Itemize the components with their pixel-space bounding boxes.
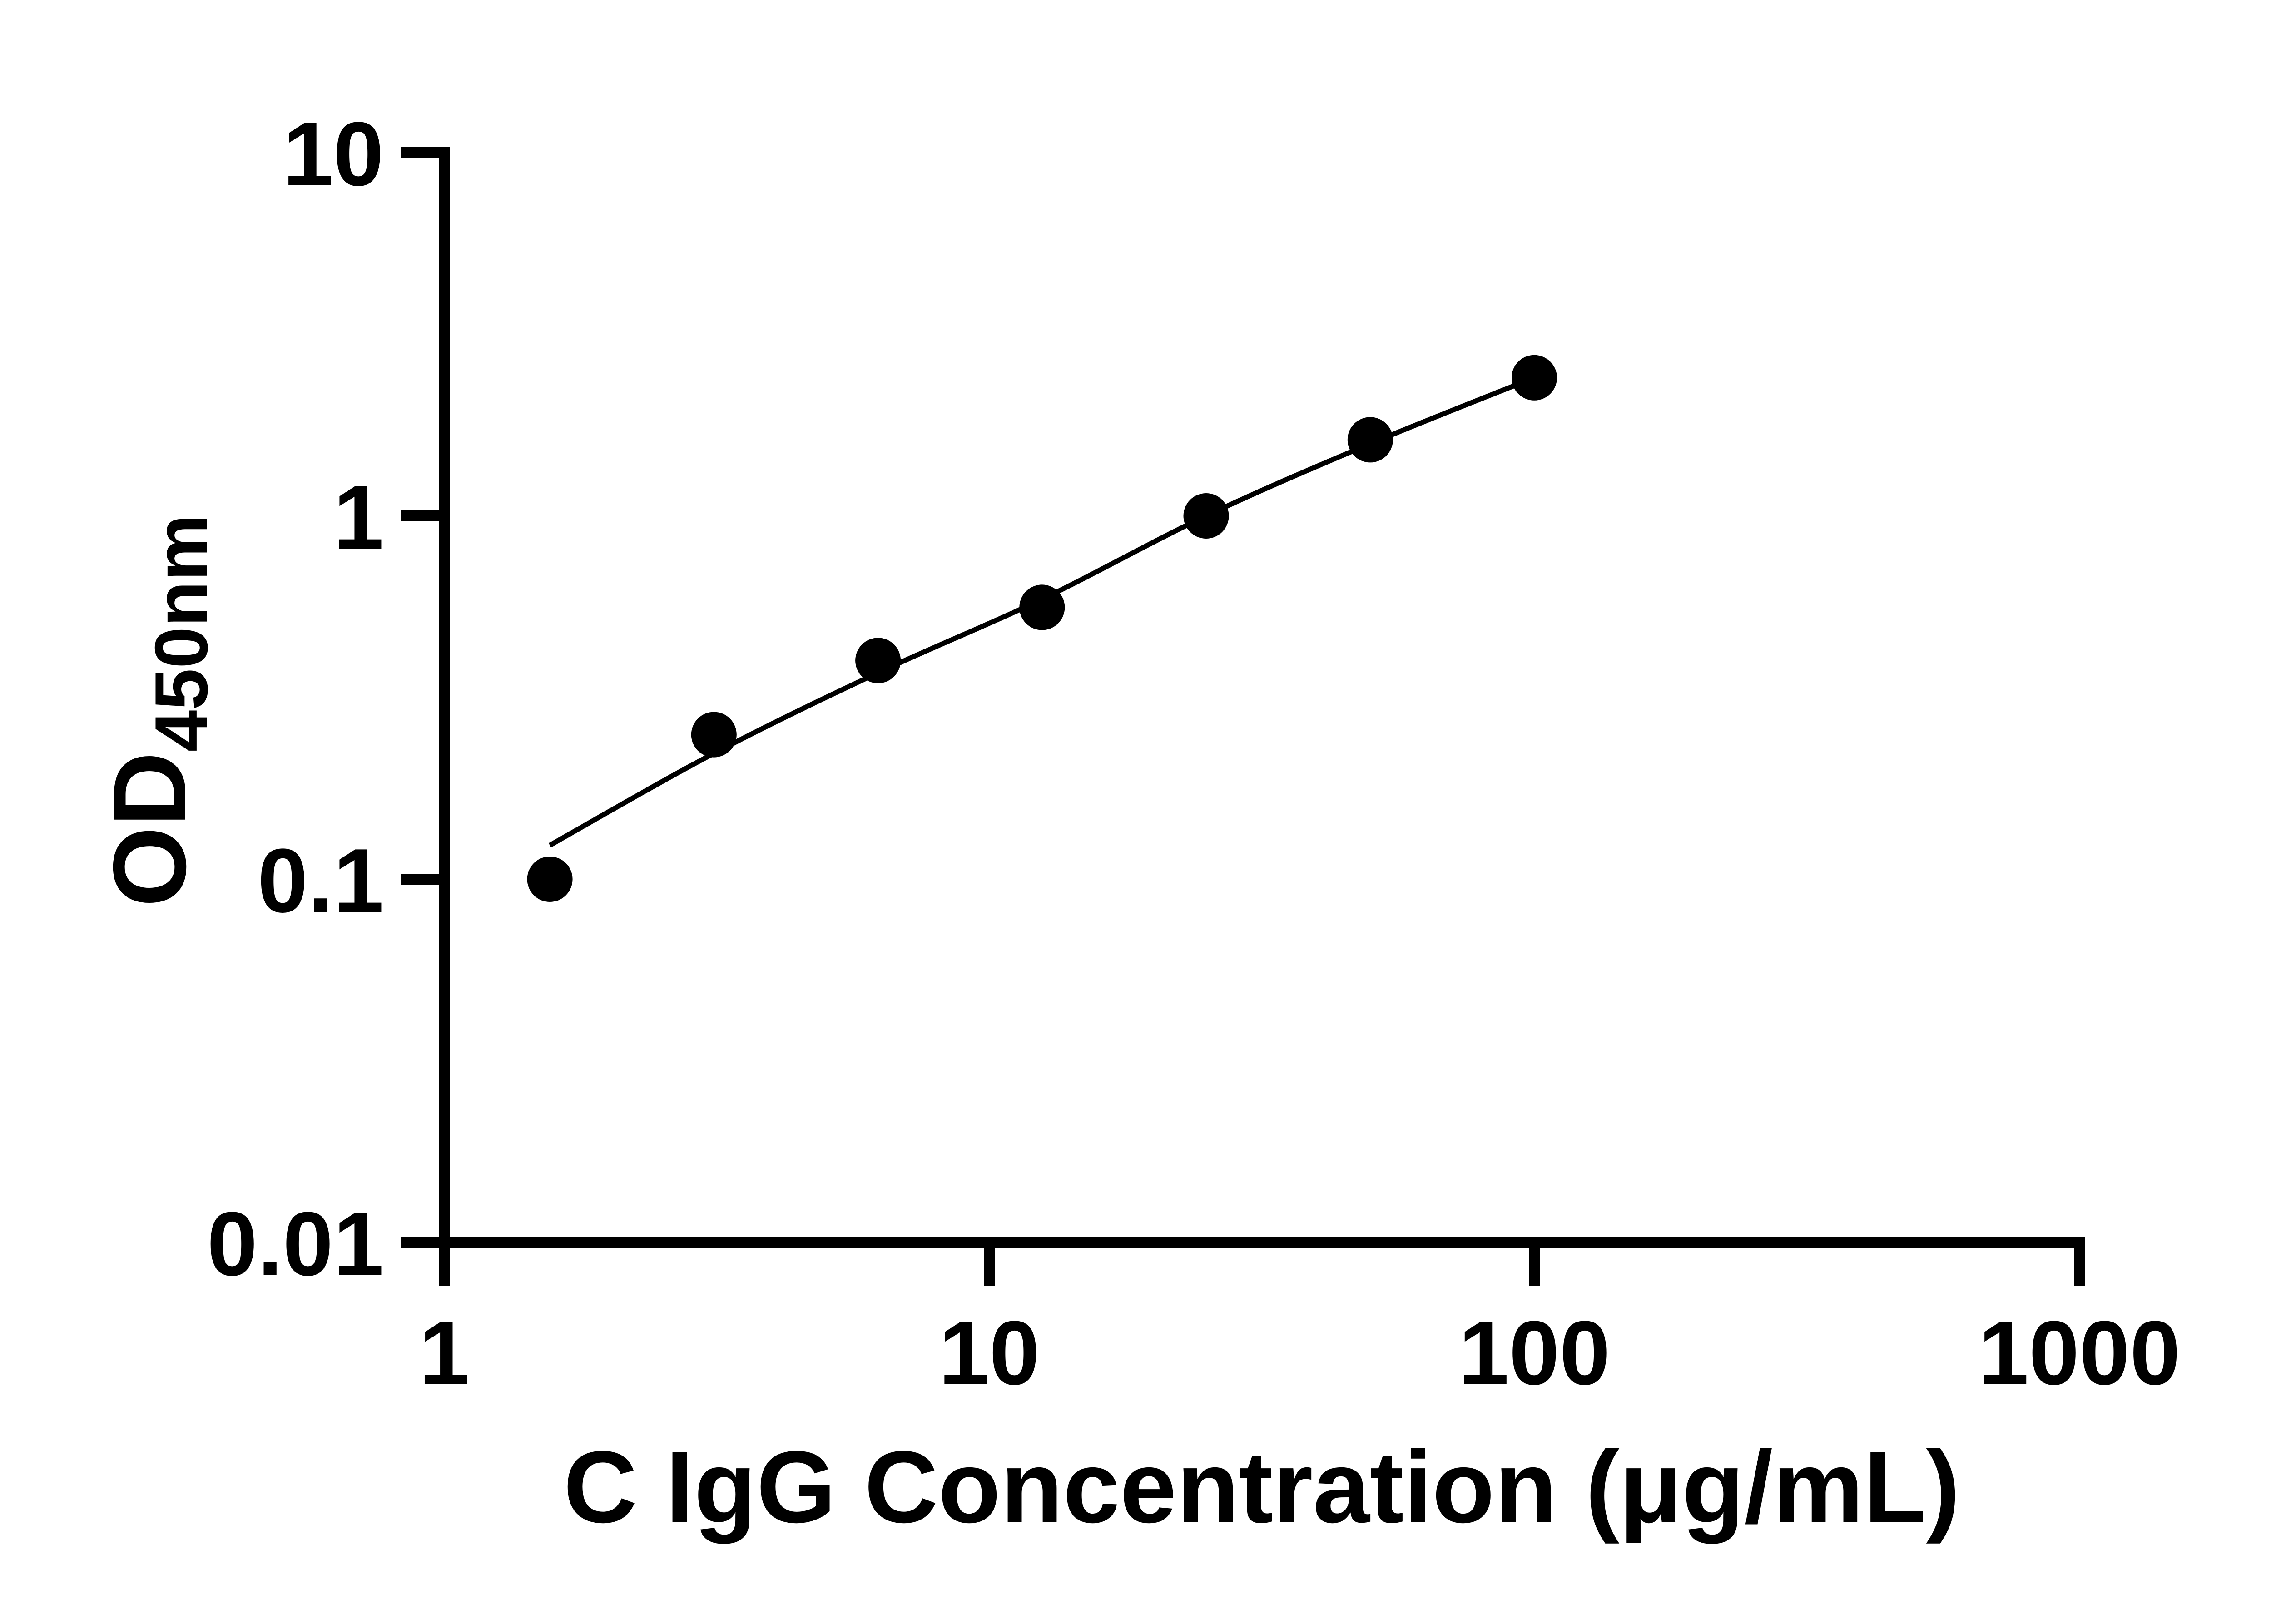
data-point-4	[1019, 584, 1065, 630]
y-tick-label-0.01: 0.01	[207, 1193, 384, 1295]
y-axis-title-subscript: 450nm	[139, 515, 223, 752]
y-axis-title-base: OD	[92, 752, 208, 907]
data-point-1	[527, 857, 573, 902]
y-tick-label-1: 1	[333, 467, 384, 568]
y-axis-title: OD450nm	[92, 515, 223, 907]
y-tick-label-0.1: 0.1	[258, 830, 384, 931]
x-tick-label-10: 10	[939, 1302, 1040, 1404]
data-point-3	[855, 638, 901, 683]
y-tick-label-10: 10	[283, 104, 384, 205]
data-point-6	[1347, 417, 1393, 463]
data-points-group	[527, 355, 1557, 902]
axis-spines	[439, 147, 2085, 1248]
x-axis-title: C IgG Concentration (μg/mL)	[564, 1430, 1960, 1544]
x-tick-label-1000: 1000	[1978, 1302, 2181, 1404]
data-point-7	[1512, 355, 1557, 401]
x-tick-label-1: 1	[419, 1302, 469, 1404]
x-tick-label-100: 100	[1458, 1302, 1610, 1404]
data-point-2	[691, 712, 737, 758]
data-point-5	[1183, 493, 1229, 539]
axes-group	[401, 147, 2085, 1286]
tick-labels-group: 0.01 0.1 1 10 1 10 100 1000	[207, 104, 2181, 1404]
